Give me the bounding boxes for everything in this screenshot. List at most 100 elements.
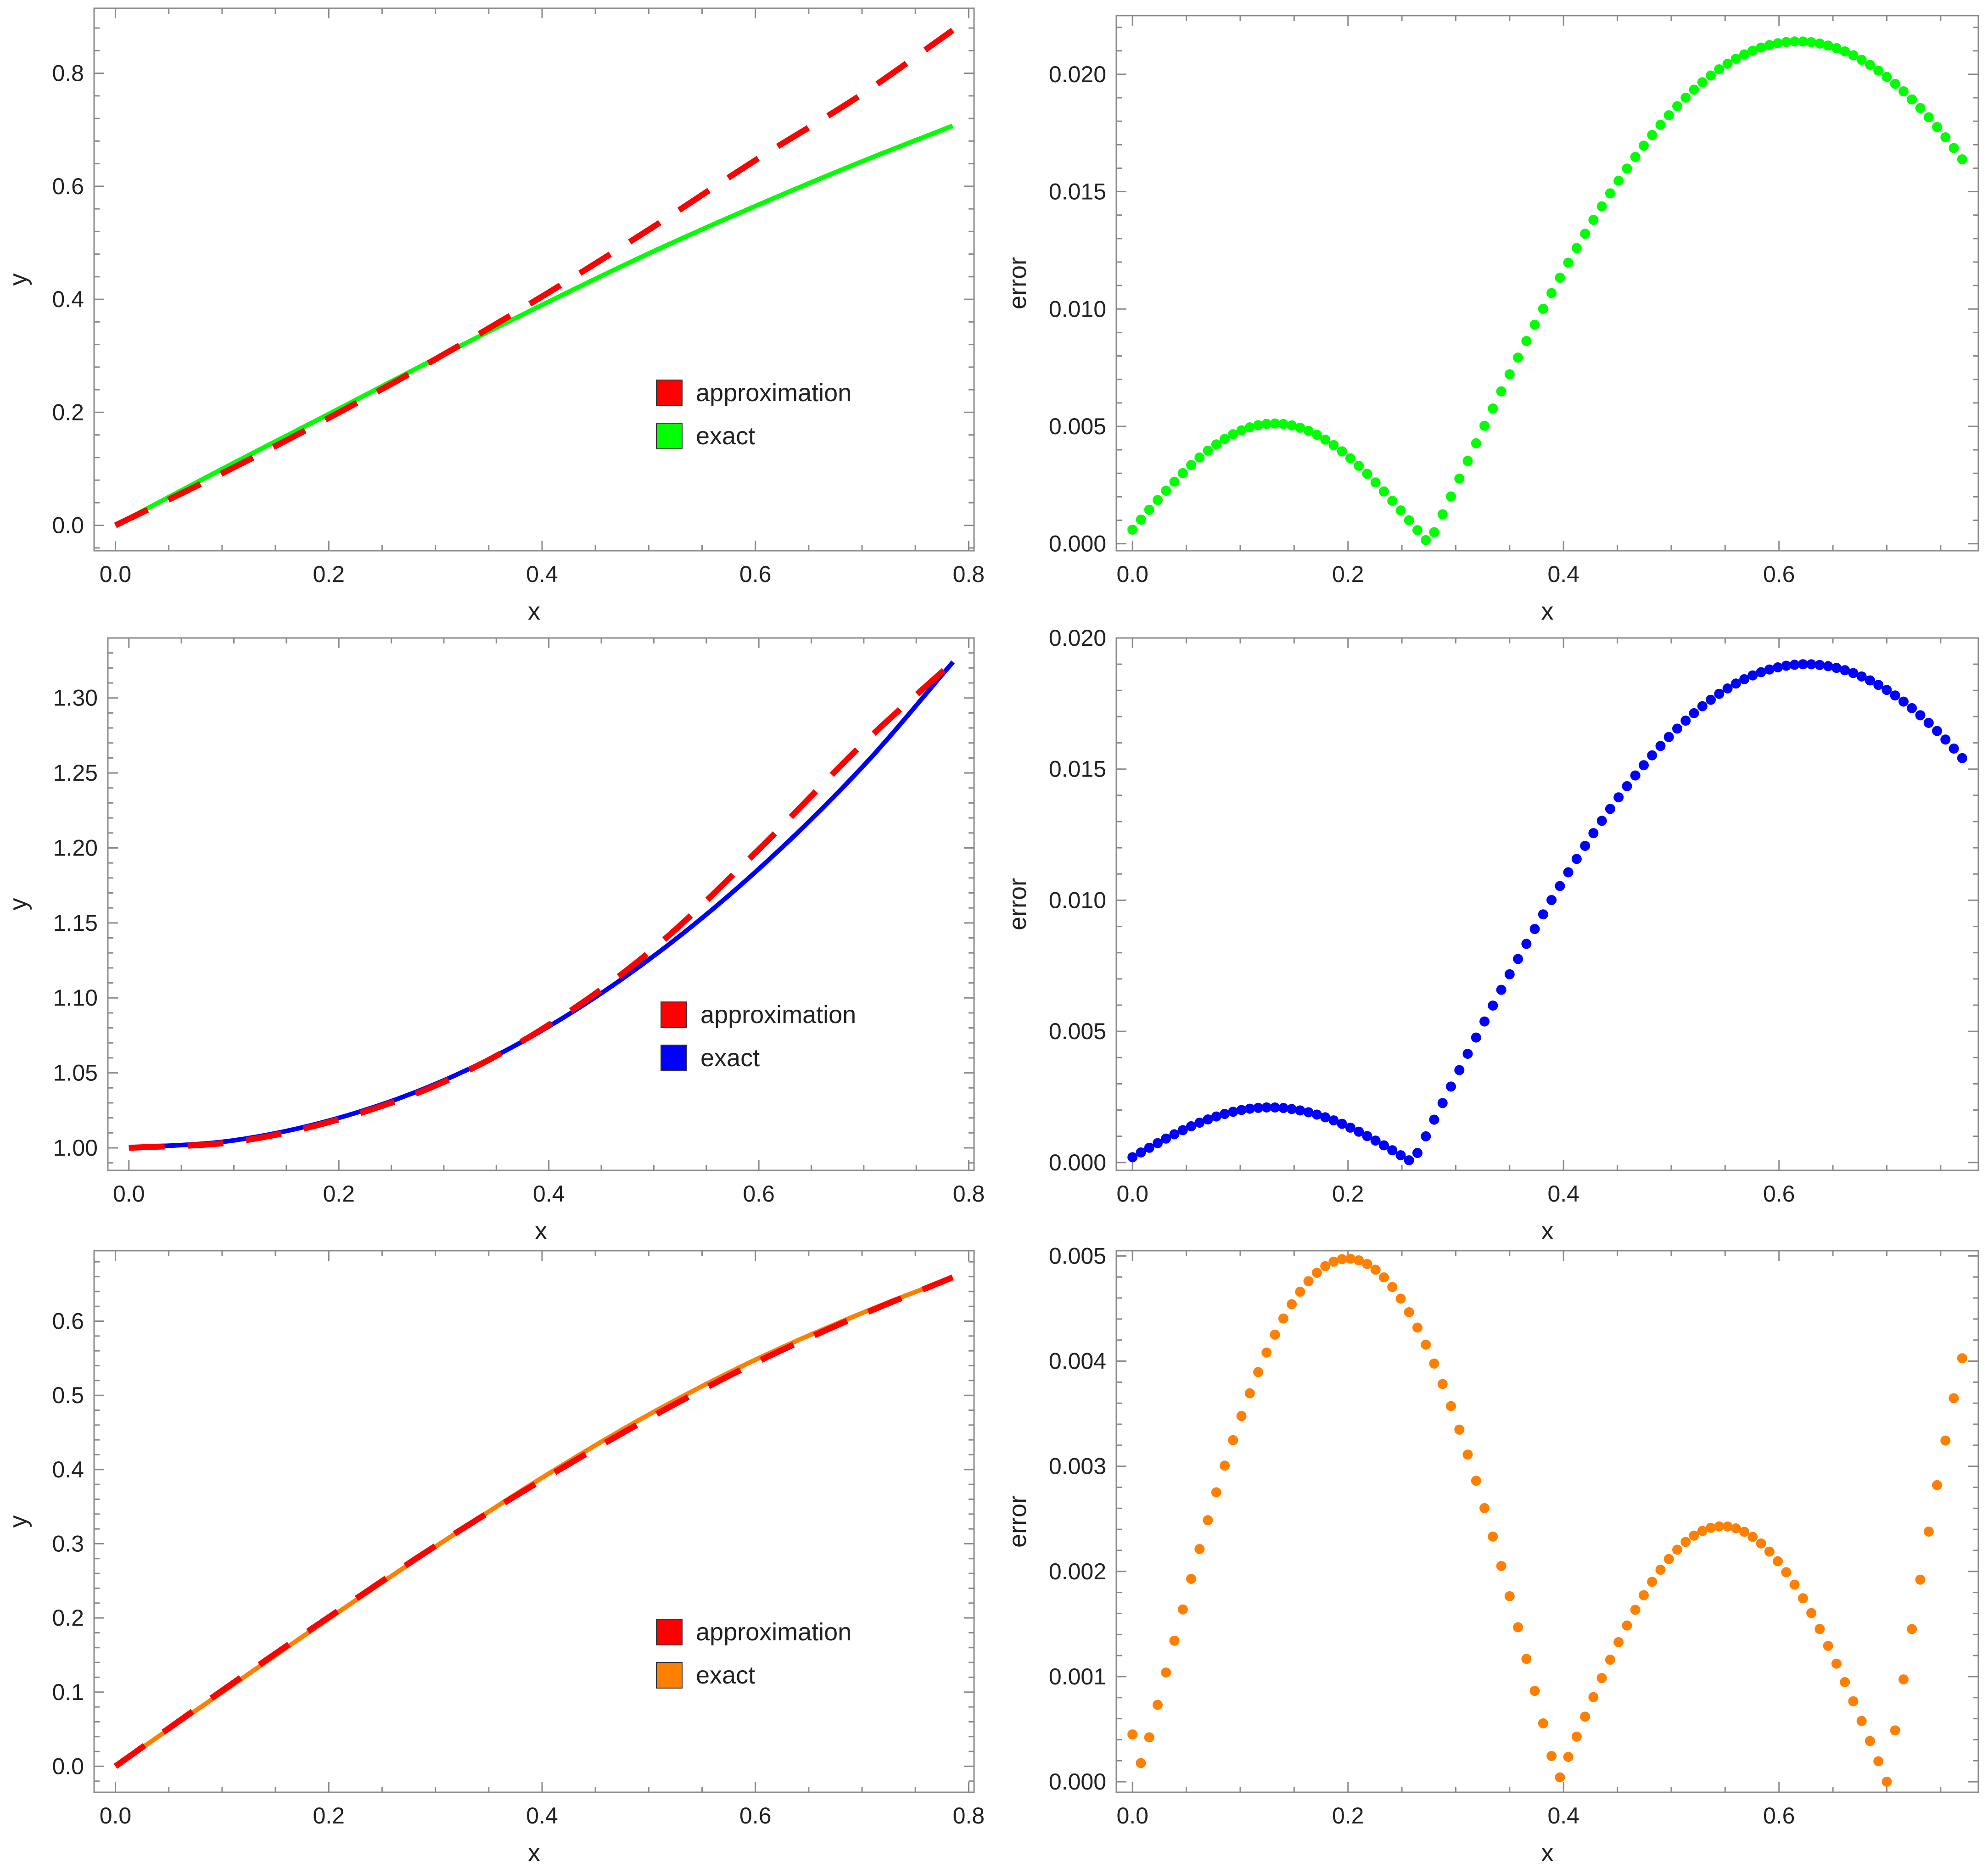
error-point [1421, 535, 1431, 545]
x-tick-label: 0.0 [100, 561, 132, 587]
error-point [1957, 753, 1967, 763]
error-point [1504, 969, 1515, 979]
y-tick-label: 0.020 [1049, 62, 1106, 87]
y-tick-label: 0.3 [52, 1531, 84, 1556]
error-point [1781, 660, 1792, 671]
error-point [1789, 36, 1800, 47]
series-exact [114, 123, 954, 528]
error-point [1529, 924, 1540, 934]
error-point [1639, 1590, 1649, 1600]
series-approximation [129, 660, 955, 1151]
x-tick-label: 0.6 [1763, 561, 1795, 587]
panel-3-solution-y3: 0.0 0.2 0.4 0.6 0.8 0.0 0.1 0.2 0.3 0.4 0.5 0.6 x y ap… [5, 1250, 985, 1867]
error-point [1220, 1109, 1230, 1119]
error-point [1756, 42, 1766, 53]
x-tick-label: 0.6 [739, 561, 772, 587]
error-point [1253, 420, 1264, 431]
error-point [1882, 72, 1892, 82]
legend-swatch-approximation [661, 1001, 687, 1028]
error-point [1320, 1112, 1331, 1123]
error-point [1169, 476, 1180, 487]
error-point [1311, 1109, 1322, 1120]
error-point [1882, 685, 1892, 695]
y-tick-label: 0.005 [1049, 414, 1106, 439]
error-point [1362, 469, 1372, 479]
error-point [1446, 491, 1456, 502]
error-point [1647, 130, 1658, 140]
y-tick-label: 0.010 [1049, 296, 1106, 322]
y-tick-label: 0.005 [1049, 1243, 1106, 1269]
error-point [1781, 37, 1792, 47]
error-point [1647, 750, 1658, 761]
error-point [1555, 273, 1565, 283]
error-point [1513, 352, 1523, 363]
error-point [1446, 1401, 1456, 1411]
error-point [1806, 659, 1817, 670]
error-point [1764, 1546, 1775, 1557]
error-point [1865, 675, 1875, 686]
y-axis-label: error [1004, 257, 1031, 309]
error-point [1462, 1049, 1473, 1059]
error-point [1161, 1133, 1171, 1144]
x-tick-label: 0.2 [313, 1803, 345, 1829]
error-point [1538, 909, 1548, 920]
error-point [1773, 1556, 1783, 1566]
x-tick-label: 0.8 [953, 1181, 985, 1207]
error-point [1345, 453, 1355, 464]
error-point [1882, 1777, 1892, 1787]
y-tick-label: 0.0 [52, 513, 84, 538]
error-point [1194, 1118, 1205, 1128]
error-point [1471, 1476, 1481, 1486]
error-point [1211, 1111, 1221, 1122]
legend-label-exact: exact [696, 422, 755, 450]
error-point [1932, 1480, 1942, 1490]
error-point [1429, 527, 1439, 537]
x-tick-label: 0.2 [1332, 1181, 1364, 1207]
error-point [1848, 50, 1859, 61]
error-point [1177, 468, 1188, 478]
error-point [1823, 661, 1833, 671]
error-point [1831, 663, 1842, 673]
y-tick-label: 0.015 [1049, 179, 1106, 205]
error-point [1923, 1527, 1934, 1537]
error-point [1563, 867, 1574, 878]
error-point [1194, 1544, 1205, 1555]
y-axis-label: y [5, 1516, 32, 1528]
x-tick-label: 0.6 [1763, 1803, 1795, 1829]
error-point [1680, 716, 1691, 726]
error-point [1488, 403, 1498, 414]
error-point [1714, 64, 1725, 74]
error-point [1203, 1114, 1213, 1124]
error-point [1596, 1673, 1607, 1683]
error-point [1194, 452, 1205, 463]
error-point [1915, 1574, 1926, 1585]
error-point [1940, 1435, 1951, 1446]
error-point [1856, 1716, 1867, 1726]
error-point [1739, 49, 1750, 60]
error-point [1898, 86, 1909, 96]
error-point [1177, 1604, 1188, 1615]
error-point [1261, 419, 1272, 429]
error-point [1773, 662, 1783, 672]
x-tick-label: 0.0 [113, 1181, 145, 1207]
error-point [1630, 151, 1641, 162]
error-point [1161, 486, 1171, 496]
error-point [1236, 1105, 1247, 1115]
error-point [1404, 1155, 1414, 1166]
error-point [1622, 781, 1632, 791]
error-point [1571, 1731, 1582, 1742]
x-axis-label: x [1541, 598, 1554, 625]
error-point [1127, 1729, 1138, 1739]
error-point [1253, 1102, 1264, 1113]
error-point [1898, 1674, 1909, 1685]
error-point [1831, 1658, 1842, 1669]
error-point [1873, 1756, 1884, 1767]
error-point [1488, 1000, 1498, 1011]
error-point [1186, 1121, 1196, 1131]
y-tick-label: 0.4 [52, 1457, 84, 1482]
error-point [1370, 1135, 1381, 1146]
y-tick-label: 1.05 [53, 1060, 98, 1086]
error-point [1538, 1718, 1548, 1728]
error-point [1907, 1624, 1917, 1634]
error-point [1270, 418, 1280, 429]
